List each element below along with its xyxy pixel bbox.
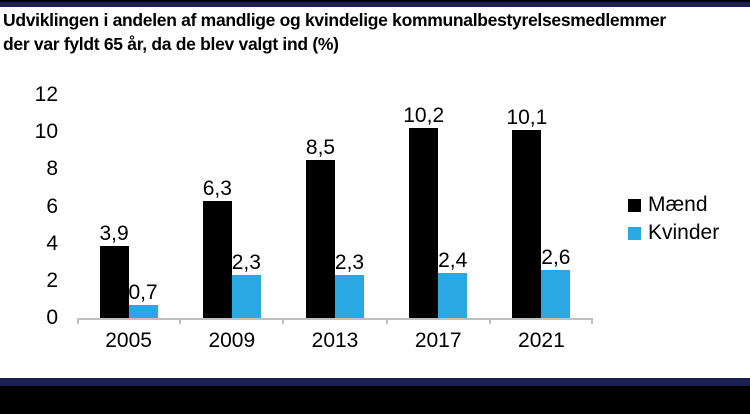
bar-kvinder-2013 [335,275,364,318]
x-axis-tick [179,318,182,324]
x-axis-labels: 2005 2009 2013 2017 2021 [77,329,593,355]
bar-value-label-kvinder-2009: 2,3 [231,251,261,275]
top-border-black-stripe [0,0,750,2]
x-axis-tick [591,318,593,324]
plot-area: 3,9 0,7 6,3 2,3 8,5 2,3 10,2 2,4 10,1 2,6 [77,95,593,324]
x-tick-label-2017: 2017 [414,329,462,352]
x-tick-label-2005: 2005 [105,329,152,352]
y-tick-label-2: 2 [46,268,58,292]
bar-value-label-maend-2009: 6,3 [202,176,232,200]
bar-kvinder-2009 [231,275,261,318]
x-tick-label-2021: 2021 [518,329,565,352]
y-tick-label-0: 0 [46,306,58,329]
bar-maend-2005 [99,245,129,318]
y-tick-label-8: 8 [46,157,58,181]
chart-title-line2: der var fyldt 65 år, da de blev valgt in… [3,34,339,54]
x-axis-tick [282,318,285,324]
legend-item-maend: Mænd [628,193,719,217]
legend-label-maend: Mænd [648,193,708,216]
y-tick-label-4: 4 [46,231,58,255]
bar-maend-2017 [409,128,439,318]
bar-kvinder-2005 [128,305,158,318]
bar-maend-2013 [306,160,335,318]
bottom-border-navy-stripe [0,378,750,386]
bottom-border-black-stripe [0,386,750,414]
bar-value-label-kvinder-2005: 0,7 [128,281,158,304]
bar-kvinder-2021 [541,269,571,318]
legend-item-kvinder: Kvinder [628,221,719,245]
bar-value-label-maend-2005: 3,9 [99,221,129,245]
y-tick-label-12: 12 [34,83,58,106]
bar-value-label-kvinder-2013: 2,3 [334,251,365,275]
x-axis-line [77,318,593,320]
x-axis-tick [385,318,388,324]
legend: Mænd Kvinder [628,193,719,249]
legend-swatch-maend [628,198,641,212]
bar-kvinder-2017 [438,273,468,318]
bar-value-label-kvinder-2017: 2,4 [438,249,468,273]
x-axis-tick [77,318,79,324]
chart-title: Udviklingen i andelen af mandlige og kvi… [3,8,750,56]
x-axis-tick [488,318,491,324]
bar-value-label-maend-2021: 10,1 [506,106,548,130]
legend-swatch-kvinder [628,226,641,240]
bar-maend-2021 [512,130,542,318]
chart-title-line1: Udviklingen i andelen af mandlige og kvi… [3,10,666,30]
top-border-navy-stripe [0,2,750,7]
bar-value-label-maend-2013: 8,5 [305,136,336,160]
bar-value-label-kvinder-2021: 2,6 [541,245,571,269]
y-tick-label-10: 10 [34,120,58,144]
x-tick-label-2013: 2013 [311,329,359,352]
y-tick-label-6: 6 [46,194,58,218]
bar-maend-2009 [202,200,232,318]
bar-value-label-maend-2017: 10,2 [403,104,445,128]
legend-label-kvinder: Kvinder [648,221,720,244]
y-axis: 0 2 4 6 8 10 12 [0,83,58,329]
x-tick-label-2009: 2009 [208,329,256,352]
